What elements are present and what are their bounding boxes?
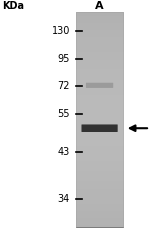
Bar	[76, 13, 123, 227]
Text: A: A	[95, 1, 104, 11]
Text: 55: 55	[57, 109, 70, 119]
Text: 34: 34	[58, 194, 70, 204]
Text: 43: 43	[58, 147, 70, 157]
FancyBboxPatch shape	[86, 83, 113, 88]
Text: 95: 95	[58, 54, 70, 64]
Text: KDa: KDa	[3, 1, 25, 11]
FancyBboxPatch shape	[81, 124, 118, 132]
Text: 130: 130	[52, 26, 70, 36]
Text: 72: 72	[57, 81, 70, 91]
